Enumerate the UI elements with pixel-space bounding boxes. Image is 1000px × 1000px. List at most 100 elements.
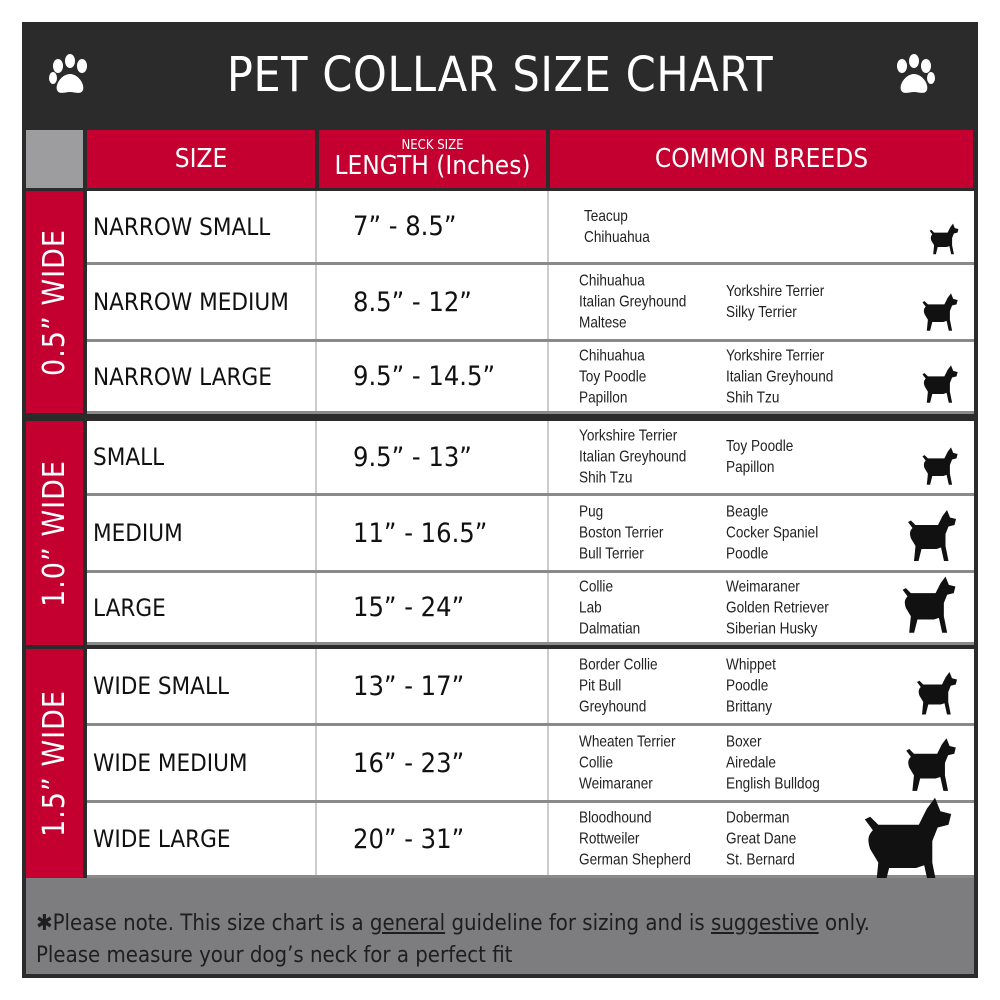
note-underlined: suggestive: [711, 911, 819, 936]
size-cell: MEDIUM: [87, 496, 317, 570]
breed-name: Collie: [579, 578, 614, 595]
header-breeds-label: COMMON BREEDS: [654, 144, 869, 174]
breed-name: Italian Greyhound: [579, 293, 687, 311]
breed-name: Silky Terrier: [726, 304, 797, 321]
width-group-label: 1.0” WIDE: [26, 421, 83, 645]
note-text: ✱Please note. This size chart is a: [36, 911, 370, 936]
size-cell: NARROW LARGE: [87, 342, 317, 411]
length-cell: 7” - 8.5”: [319, 191, 549, 262]
breeds-left-column: Pug Boston Terrier Bull Terrier: [579, 502, 678, 565]
table-row: WIDE MEDIUM 16” - 23” Wheaten Terrier Col…: [87, 726, 974, 803]
breeds-right-column: Yorkshire Terrier Italian Greyhound Shih T…: [726, 345, 852, 408]
breeds-left-column: Border Collie Pit Bull Greyhound: [579, 655, 671, 718]
note-underlined: general: [369, 911, 446, 936]
breed-name: Siberian Husky: [726, 620, 818, 637]
breed-name: Border Collie: [579, 656, 658, 674]
header-length-label: LENGTH (Inches): [334, 150, 531, 181]
breed-name: Whippet: [726, 656, 776, 674]
size-cell: WIDE LARGE: [87, 803, 317, 875]
breed-name: Greyhound: [579, 698, 647, 716]
width-group-text: 0.5” WIDE: [37, 228, 72, 376]
footer-note: ✱Please note. This size chart is a gener…: [26, 878, 974, 974]
table-row: NARROW LARGE 9.5” - 14.5” Chihuahua Toy P…: [87, 342, 974, 414]
breed-name: Yorkshire Terrier: [726, 283, 825, 300]
breeds-right-column: Weimaraner Golden Retriever Siberian Husky: [726, 576, 847, 639]
size-cell: NARROW MEDIUM: [87, 265, 317, 339]
table-row: SMALL 9.5” - 13” Yorkshire Terrier Italia…: [87, 421, 974, 496]
breed-name: Wheaten Terrier: [579, 733, 676, 751]
breed-name: St. Bernard: [726, 851, 795, 869]
note-line-2: Please measure your dog’s neck for a per…: [36, 943, 513, 968]
breed-name: Poodle: [726, 545, 769, 563]
length-cell: 9.5” - 14.5”: [319, 342, 549, 411]
header-breeds: COMMON BREEDS: [550, 130, 973, 188]
table-row: NARROW MEDIUM 8.5” - 12” Chihuahua Italia…: [87, 265, 974, 342]
breed-name: Collie: [579, 754, 614, 772]
breed-name: Cocker Spaniel: [726, 524, 819, 542]
width-group-label: 0.5” WIDE: [26, 191, 83, 413]
breed-name: Poodle: [726, 677, 769, 695]
breeds-right-column: Beagle Cocker Spaniel Poodle: [726, 502, 835, 565]
breeds-cell: Collie Lab Dalmatian Weimaraner Golden Retr…: [550, 573, 974, 642]
table-row: WIDE LARGE 20” - 31” Bloodhound Rottweile…: [87, 797, 974, 890]
breeds-right-column: Toy Poodle Papillon: [726, 436, 805, 478]
length-cell: 11” - 16.5”: [319, 496, 549, 570]
breed-name: Doberman: [726, 809, 790, 827]
breed-name: Great Dane: [726, 830, 797, 848]
chihuahua-silhouette-icon: [922, 293, 958, 331]
note-text: guideline for sizing and is: [445, 911, 712, 936]
doberman-silhouette-icon: [864, 797, 952, 890]
width-group-text: 1.5” WIDE: [37, 690, 72, 837]
table-row: NARROW SMALL 7” - 8.5” Teacup Chihuahua: [87, 191, 974, 265]
breeds-cell: Wheaten Terrier Collie Weimaraner Boxer Air…: [550, 726, 974, 800]
breed-name: Weimaraner: [726, 578, 800, 595]
breed-name: Bull Terrier: [579, 545, 644, 563]
length-cell: 8.5” - 12”: [319, 265, 549, 339]
breed-name: English Bulldog: [726, 775, 820, 793]
breeds-right-column: Whippet Poodle Brittany: [726, 655, 785, 718]
breed-name: Teacup: [584, 207, 628, 225]
table-row: MEDIUM 11” - 16.5” Pug Boston Terrier Bull…: [87, 496, 974, 573]
length-cell: 16” - 23”: [319, 726, 549, 800]
width-group-label: 1.5” WIDE: [26, 649, 83, 878]
size-cell: LARGE: [87, 573, 317, 642]
breed-name: Dalmatian: [579, 620, 641, 637]
breed-name: Shih Tzu: [579, 469, 633, 487]
header-size-label: SIZE: [174, 144, 228, 174]
breed-name: Yorkshire Terrier: [726, 347, 825, 364]
pitbull-silhouette-icon: [906, 738, 956, 791]
breeds-left-column: Chihuahua Toy Poodle Papillon: [579, 345, 658, 408]
table-row: LARGE 15” - 24” Collie Lab Dalmatian Weima…: [87, 573, 974, 645]
breed-name: Toy Poodle: [726, 438, 794, 455]
breeds-right-column: Doberman Great Dane St. Bernard: [726, 808, 809, 871]
breeds-left-column: Chihuahua Italian Greyhound Maltese: [579, 271, 705, 334]
page-title: PET COLLAR SIZE CHART: [226, 47, 774, 103]
breed-name: Golden Retriever: [726, 599, 829, 616]
breed-name: Chihuahua: [584, 228, 650, 246]
breeds-right-column: Boxer Airedale English Bulldog: [726, 732, 836, 795]
breed-name: Chihuahua: [579, 272, 645, 290]
size-cell: WIDE SMALL: [87, 649, 317, 723]
header-neck-size-label: NECK SIZE: [401, 137, 464, 153]
table-row: WIDE SMALL 13” - 17” Border Collie Pit Bu…: [87, 649, 974, 726]
header-length: NECK SIZE LENGTH (Inches): [319, 130, 546, 188]
breed-name: Lab: [579, 599, 602, 616]
length-cell: 13” - 17”: [319, 649, 549, 723]
breeds-left-column: Bloodhound Rottweiler German Shepherd: [579, 808, 711, 871]
breeds-left-column: Teacup Chihuahua: [584, 206, 661, 248]
pomeranian-silhouette-icon: [922, 447, 958, 485]
size-chart: PET COLLAR SIZE CHART SIZE NECK SIZE LENG…: [22, 22, 978, 978]
breeds-right-column: Yorkshire Terrier Silky Terrier: [726, 281, 842, 323]
breeds-cell: Chihuahua Toy Poodle Papillon Yorkshire Te…: [550, 342, 974, 411]
breeds-cell: Border Collie Pit Bull Greyhound Whippet Po…: [550, 649, 974, 723]
breed-name: Pug: [579, 503, 604, 521]
length-cell: 20” - 31”: [319, 803, 549, 875]
breeds-cell: Pug Boston Terrier Bull Terrier Beagle Cock…: [550, 496, 974, 570]
breed-name: Rottweiler: [579, 830, 640, 848]
breed-name: Shih Tzu: [726, 389, 780, 406]
yorkie-silhouette-icon: [929, 223, 959, 255]
breed-name: Airedale: [726, 754, 776, 772]
size-cell: WIDE MEDIUM: [87, 726, 317, 800]
bulldog-silhouette-icon: [917, 672, 957, 715]
paw-icon: [49, 54, 87, 93]
